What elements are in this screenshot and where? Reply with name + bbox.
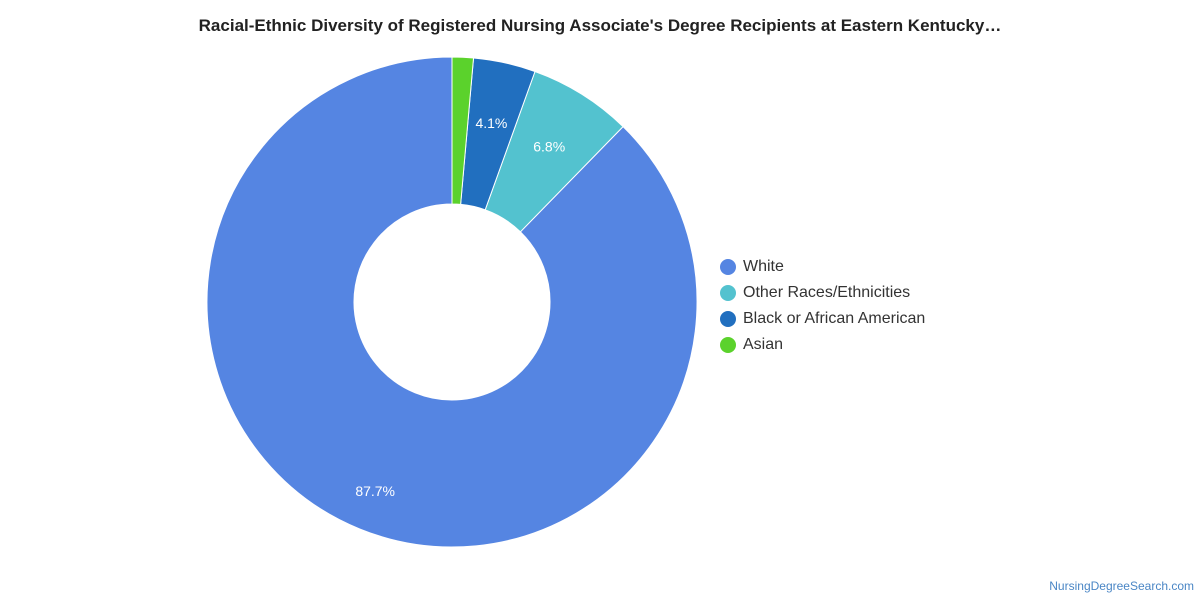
legend-swatch-black	[720, 311, 736, 327]
legend-label-other-races: Other Races/Ethnicities	[743, 284, 911, 301]
legend-item-asian[interactable]: Asian	[720, 332, 925, 358]
legend: White Other Races/Ethnicities Black or A…	[720, 254, 925, 358]
legend-swatch-other-races	[720, 285, 736, 301]
slice-white[interactable]	[206, 56, 698, 548]
legend-label-white: White	[743, 258, 784, 275]
legend-item-other-races[interactable]: Other Races/Ethnicities	[720, 280, 925, 306]
legend-swatch-white	[720, 259, 736, 275]
data-label-white: 87.7%	[355, 483, 395, 499]
slice-asian[interactable]	[451, 56, 475, 205]
source-credit-link[interactable]: NursingDegreeSearch.com	[1049, 579, 1194, 593]
legend-item-white[interactable]: White	[720, 254, 925, 280]
data-label-black: 4.1%	[475, 115, 507, 131]
data-label-other-races: 6.8%	[533, 139, 565, 155]
chart-title: Racial-Ethnic Diversity of Registered Nu…	[198, 16, 1002, 35]
legend-item-black[interactable]: Black or African American	[720, 306, 925, 332]
legend-label-black: Black or African American	[743, 310, 926, 327]
legend-swatch-asian	[720, 337, 736, 353]
legend-label-asian: Asian	[743, 336, 784, 353]
